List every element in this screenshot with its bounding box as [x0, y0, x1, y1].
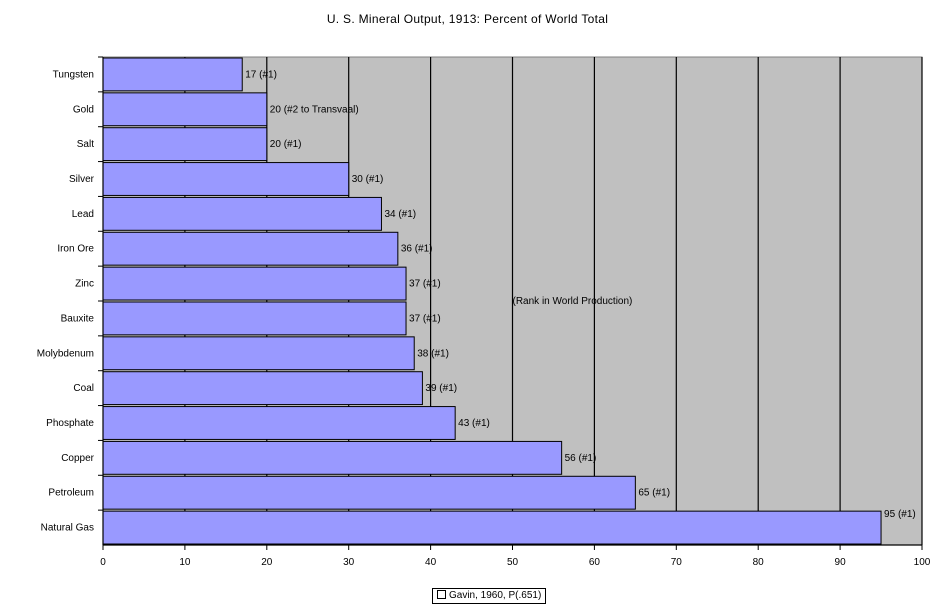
bar-coal: [102, 371, 423, 406]
data-label: 65 (#1): [638, 488, 670, 499]
bar-lead: [102, 196, 382, 231]
category-axis: Tungsten Gold Salt Silver Lead Iron Ore Zinc Ba…: [37, 56, 104, 545]
bar-petroleum: [102, 475, 636, 510]
data-label: 43 (#1): [458, 418, 490, 429]
category-label: Salt: [77, 139, 94, 150]
category-label: Copper: [61, 453, 94, 464]
bar-silver: [102, 162, 350, 196]
bar-copper: [102, 440, 563, 475]
bar-iron-ore: [102, 231, 399, 266]
value-axis: 0 10 20 30 40 50 60 70 80 90 100: [100, 544, 931, 568]
rank-annotation: (Rank in World Production): [513, 296, 633, 307]
category-label: Gold: [73, 104, 94, 115]
data-label: 34 (#1): [384, 209, 416, 220]
category-label: Zinc: [75, 279, 94, 290]
data-label: 37 (#1): [409, 279, 441, 290]
bar-bauxite: [102, 301, 407, 336]
data-label: 20 (#1): [270, 139, 302, 150]
data-labels: 17 (#1) 20 (#2 to Transvaal) 20 (#1) 30 (#1…: [245, 69, 916, 520]
data-label: 17 (#1): [245, 69, 277, 80]
category-label: Natural Gas: [41, 523, 94, 534]
tick-label: 100: [914, 557, 931, 568]
bar-natural-gas: [102, 510, 882, 545]
chart-title: U. S. Mineral Output, 1913: Percent of W…: [326, 12, 609, 26]
data-label: 39 (#1): [425, 383, 457, 394]
data-label: 30 (#1): [352, 174, 384, 185]
data-label: 20 (#2 to Transvaal): [270, 104, 359, 115]
tick-label: 40: [425, 557, 437, 568]
category-label: Iron Ore: [57, 244, 94, 255]
category-label: Molybdenum: [37, 348, 94, 359]
category-label: Coal: [73, 383, 94, 394]
data-label: 38 (#1): [417, 348, 449, 359]
tick-label: 80: [753, 557, 765, 568]
category-label: Tungsten: [53, 69, 94, 80]
data-label: 95 (#1): [884, 509, 916, 520]
legend: Gavin, 1960, P(.651): [432, 588, 547, 604]
data-label: 56 (#1): [565, 453, 597, 464]
bars: [102, 57, 882, 545]
tick-label: 50: [507, 557, 519, 568]
tick-label: 70: [671, 557, 683, 568]
legend-label: Gavin, 1960, P(.651): [449, 590, 542, 601]
category-label: Phosphate: [46, 418, 94, 429]
bar-gold: [102, 92, 268, 127]
tick-label: 60: [589, 557, 601, 568]
tick-label: 90: [835, 557, 847, 568]
data-label: 37 (#1): [409, 313, 441, 324]
bar-phosphate: [102, 406, 456, 440]
tick-label: 20: [261, 557, 273, 568]
tick-label: 10: [179, 557, 191, 568]
category-label: Silver: [69, 174, 95, 185]
legend-swatch: [437, 589, 446, 599]
category-label: Petroleum: [48, 488, 94, 499]
data-label: 36 (#1): [401, 244, 433, 255]
bar-molybdenum: [102, 336, 415, 371]
category-label: Lead: [72, 209, 94, 220]
category-label: Bauxite: [61, 313, 95, 324]
bar-salt: [102, 127, 268, 162]
tick-label: 0: [100, 557, 106, 568]
bar-tungsten: [102, 57, 243, 92]
bar-zinc: [102, 266, 407, 301]
tick-label: 30: [343, 557, 355, 568]
